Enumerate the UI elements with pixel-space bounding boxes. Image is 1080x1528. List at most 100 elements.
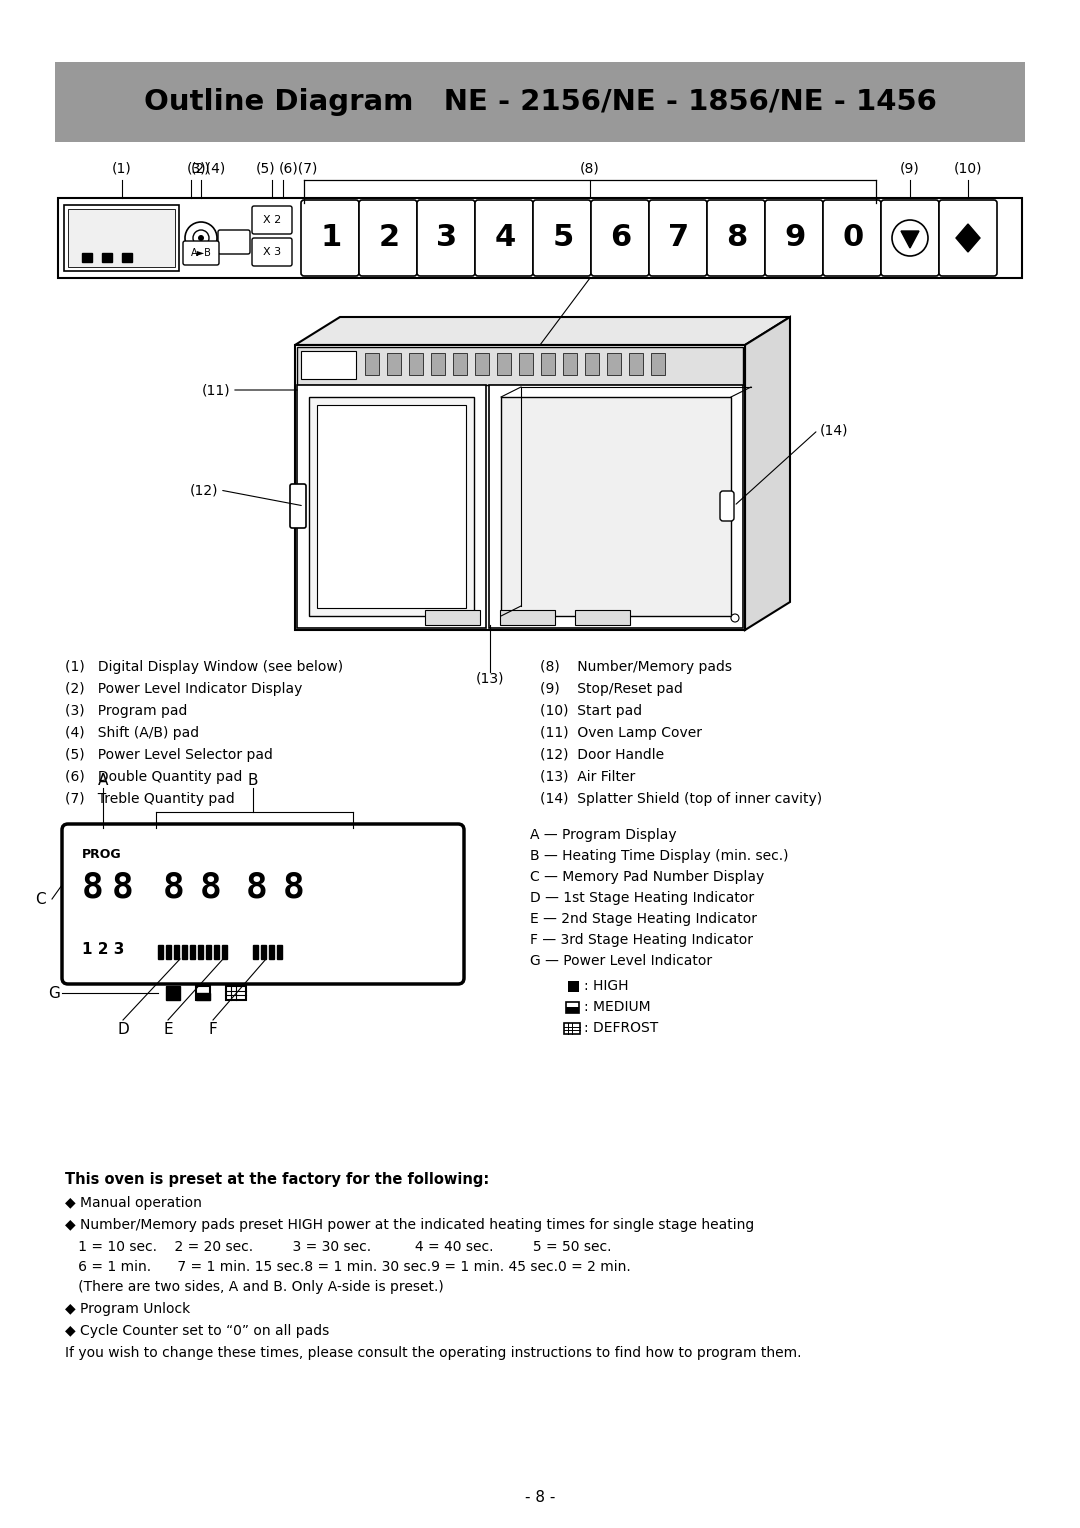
FancyBboxPatch shape [252, 206, 292, 234]
Text: (11): (11) [201, 384, 230, 397]
Bar [651, 353, 665, 374]
Text: E — 2nd Stage Heating Indicator: E — 2nd Stage Heating Indicator [530, 912, 757, 926]
Bar [55, 63, 1025, 142]
Text: 8: 8 [112, 869, 134, 905]
FancyBboxPatch shape [707, 200, 765, 277]
Bar [489, 385, 743, 628]
Text: A — Program Display: A — Program Display [530, 828, 677, 842]
Bar [297, 347, 743, 385]
Text: (14)  Splatter Shield (top of inner cavity): (14) Splatter Shield (top of inner cavit… [540, 792, 822, 805]
Bar [166, 944, 171, 960]
Bar [575, 610, 630, 625]
Text: : MEDIUM: : MEDIUM [584, 999, 650, 1015]
Bar [309, 397, 474, 616]
Text: (13): (13) [476, 672, 504, 686]
Text: 8: 8 [163, 869, 185, 905]
Text: 5: 5 [552, 223, 573, 252]
Text: 8: 8 [283, 869, 305, 905]
Text: ◆ Manual operation: ◆ Manual operation [65, 1196, 202, 1210]
Bar [226, 986, 246, 999]
Bar [276, 944, 282, 960]
Text: 8: 8 [727, 223, 747, 252]
Bar [198, 944, 203, 960]
Circle shape [198, 235, 204, 241]
Text: (3)(4): (3)(4) [187, 160, 226, 176]
Text: D — 1st Stage Heating Indicator: D — 1st Stage Heating Indicator [530, 891, 754, 905]
Text: D: D [117, 1022, 129, 1038]
Text: 6 = 1 min.      7 = 1 min. 15 sec.8 = 1 min. 30 sec.9 = 1 min. 45 sec.0 = 2 min.: 6 = 1 min. 7 = 1 min. 15 sec.8 = 1 min. … [65, 1261, 631, 1274]
Bar [519, 353, 534, 374]
Text: F: F [208, 1022, 217, 1038]
Text: 9: 9 [784, 223, 806, 252]
FancyBboxPatch shape [591, 200, 649, 277]
Text: : HIGH: : HIGH [584, 979, 629, 993]
Text: E: E [163, 1022, 173, 1038]
Bar [426, 610, 480, 625]
Bar [102, 254, 112, 261]
Text: (8)    Number/Memory pads: (8) Number/Memory pads [540, 660, 732, 674]
Bar [566, 1007, 579, 1013]
Bar [301, 351, 356, 379]
Text: 0: 0 [842, 223, 864, 252]
Text: B: B [247, 773, 258, 788]
Polygon shape [956, 225, 980, 252]
Text: (4)   Shift (A/B) pad: (4) Shift (A/B) pad [65, 726, 199, 740]
Bar [585, 353, 599, 374]
Text: C: C [35, 891, 45, 906]
Bar [269, 944, 274, 960]
Text: (1)   Digital Display Window (see below): (1) Digital Display Window (see below) [65, 660, 343, 674]
Text: G: G [49, 986, 60, 1001]
Bar [206, 944, 211, 960]
Bar [566, 1002, 579, 1013]
Bar [629, 353, 643, 374]
Text: 1 2 3: 1 2 3 [82, 941, 124, 957]
Text: 4: 4 [495, 223, 515, 252]
FancyBboxPatch shape [475, 200, 534, 277]
Text: B — Heating Time Display (min. sec.): B — Heating Time Display (min. sec.) [530, 850, 788, 863]
FancyBboxPatch shape [823, 200, 881, 277]
Text: 3: 3 [436, 223, 458, 252]
FancyBboxPatch shape [881, 200, 939, 277]
Text: Outline Diagram   NE - 2156/NE - 1856/NE - 1456: Outline Diagram NE - 2156/NE - 1856/NE -… [144, 89, 936, 116]
Text: ◆ Program Unlock: ◆ Program Unlock [65, 1302, 190, 1316]
Bar [475, 353, 489, 374]
Text: 8: 8 [246, 869, 268, 905]
Bar [497, 353, 511, 374]
Text: (There are two sides, A and B. Only A-side is preset.): (There are two sides, A and B. Only A-si… [65, 1280, 444, 1294]
Text: (6)(7): (6)(7) [279, 160, 318, 176]
Text: (10): (10) [954, 160, 982, 176]
Text: PROG: PROG [82, 848, 122, 860]
Bar [195, 986, 210, 999]
Text: 8: 8 [200, 869, 221, 905]
Text: 8: 8 [82, 869, 104, 905]
FancyBboxPatch shape [720, 490, 734, 521]
FancyBboxPatch shape [417, 200, 475, 277]
Polygon shape [295, 316, 789, 345]
Text: X 3: X 3 [262, 248, 281, 257]
Text: (9): (9) [900, 160, 920, 176]
Bar [253, 944, 258, 960]
Polygon shape [901, 231, 919, 248]
Text: (5): (5) [256, 160, 275, 176]
Text: F — 3rd Stage Heating Indicator: F — 3rd Stage Heating Indicator [530, 934, 753, 947]
FancyBboxPatch shape [252, 238, 292, 266]
Bar [122, 254, 132, 261]
Bar [68, 209, 175, 267]
Text: (12)  Door Handle: (12) Door Handle [540, 749, 664, 762]
Polygon shape [745, 316, 789, 630]
Bar [409, 353, 423, 374]
FancyBboxPatch shape [359, 200, 417, 277]
Bar [501, 397, 731, 616]
Bar [297, 385, 486, 628]
Bar [453, 353, 467, 374]
Text: (14): (14) [820, 423, 849, 437]
Bar [166, 986, 180, 999]
Bar [58, 199, 1022, 278]
Bar [174, 944, 179, 960]
Text: (5)   Power Level Selector pad: (5) Power Level Selector pad [65, 749, 273, 762]
Bar [295, 345, 745, 630]
Bar [82, 254, 92, 261]
FancyBboxPatch shape [534, 200, 591, 277]
Bar [190, 944, 195, 960]
Bar [158, 944, 163, 960]
